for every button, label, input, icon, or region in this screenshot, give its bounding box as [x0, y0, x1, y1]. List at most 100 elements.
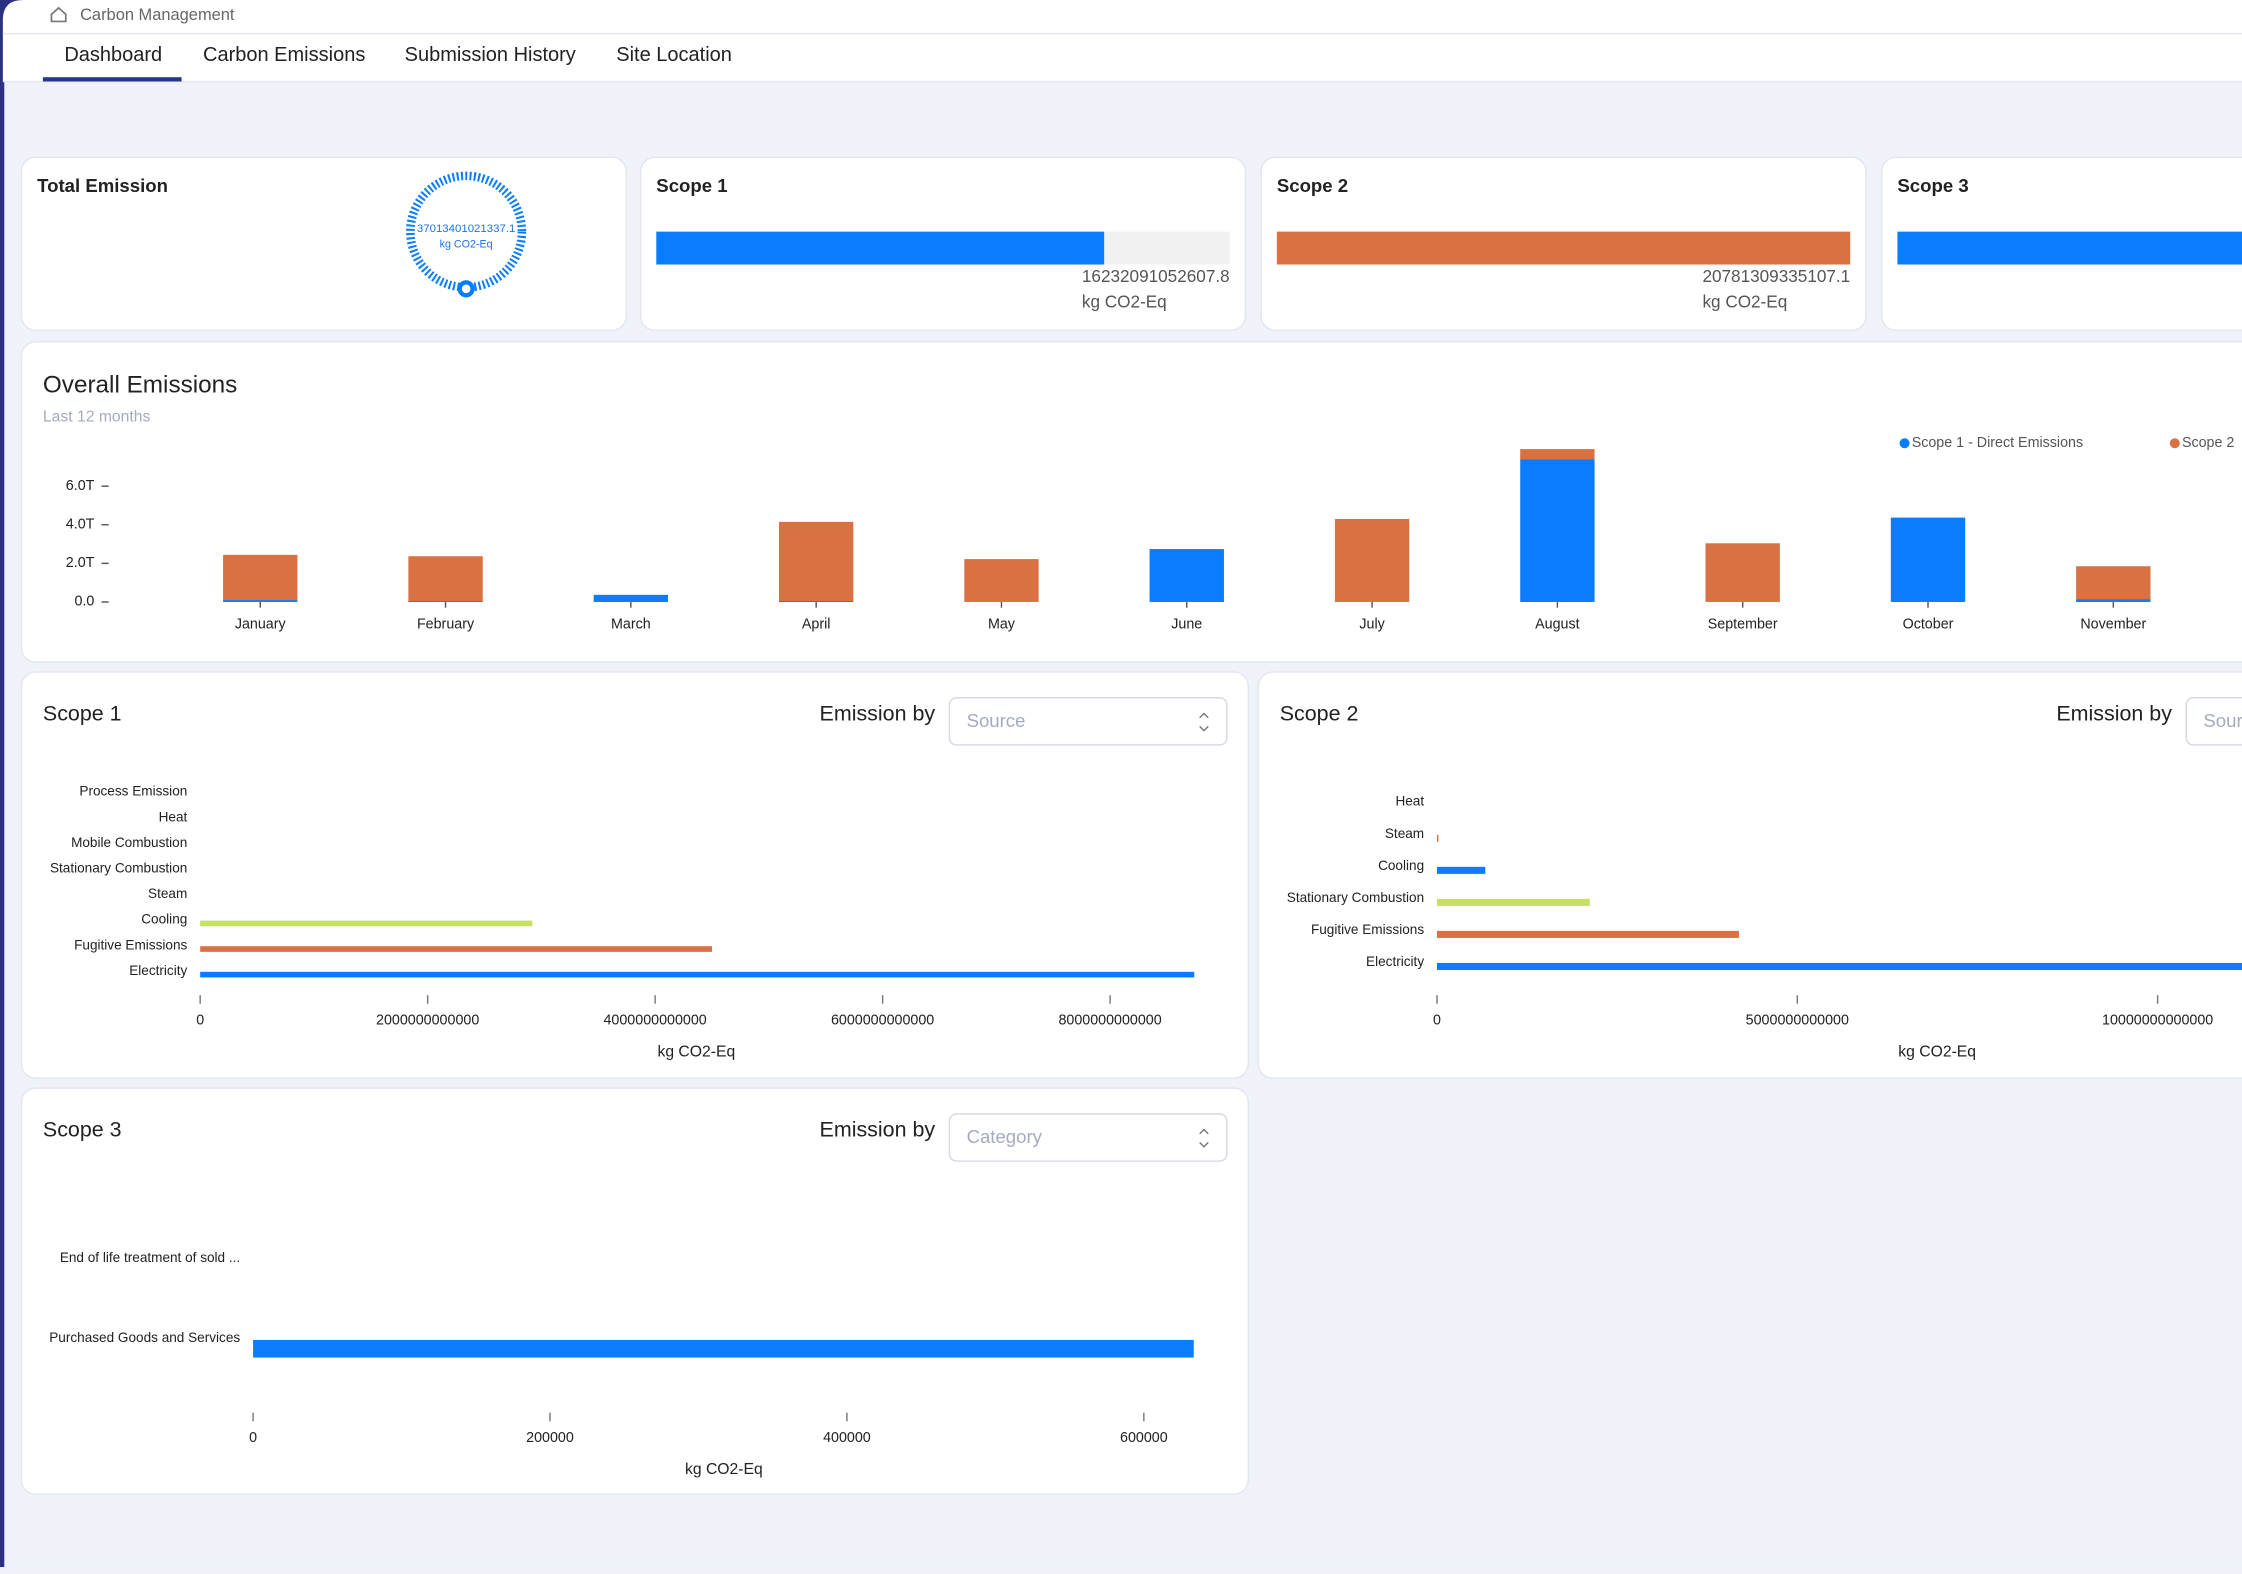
- legend-label[interactable]: Scope 2: [2182, 435, 2234, 451]
- bar-segment: [1520, 449, 1595, 460]
- x-tick-label: 10000000000000: [2102, 1013, 2213, 1029]
- x-tick-label: 0: [1433, 1013, 1441, 1029]
- card-title: Total Emission: [37, 175, 168, 196]
- card-title: Scope 1: [656, 175, 727, 196]
- y-tick-label: Stationary Combustion: [1287, 890, 1424, 905]
- bar-segment: [778, 601, 854, 602]
- bar-segment: [1705, 543, 1780, 602]
- bar: [200, 946, 712, 952]
- y-tick-label: Heat: [159, 809, 188, 824]
- x-tick-label: October: [1903, 617, 1954, 633]
- bar-segment: [223, 600, 298, 602]
- x-tick-label: February: [417, 617, 475, 633]
- chart-title: Overall Emissions: [43, 371, 237, 398]
- bar-segment: [223, 554, 298, 601]
- dropdown-chevron: [1199, 1128, 1209, 1148]
- x-tick-label: 0: [196, 1013, 204, 1029]
- x-tick-label: January: [235, 617, 287, 633]
- y-tick-label: Fugitive Emissions: [74, 937, 187, 952]
- x-tick-label: April: [802, 617, 831, 633]
- control-label: Emission by: [2056, 702, 2172, 726]
- scope3-panel: [20, 1087, 1249, 1495]
- bar-segment: [2076, 566, 2151, 600]
- total-unit: kg CO2-Eq: [440, 238, 493, 250]
- bar: [253, 1339, 1194, 1358]
- legend-dot[interactable]: [2169, 438, 2180, 449]
- bar-segment: [1149, 549, 1224, 602]
- x-tick-label: 5000000000000: [1746, 1013, 1849, 1029]
- y-tick-label: Heat: [1395, 794, 1424, 809]
- bar-segment: [1334, 518, 1410, 602]
- scope-value: 16232091052607.8: [1082, 266, 1230, 286]
- x-tick-label: 2000000000000: [376, 1013, 479, 1029]
- tab[interactable]: Dashboard: [64, 44, 162, 66]
- scope-unit: kg CO2-Eq: [1702, 292, 1787, 312]
- bar-segment: [1520, 459, 1595, 602]
- x-tick-label: 6000000000000: [831, 1013, 934, 1029]
- bar-segment: [964, 559, 1039, 602]
- y-tick-label: Stationary Combustion: [50, 861, 187, 876]
- bar: [1436, 866, 1486, 874]
- breadcrumb[interactable]: Carbon Management: [80, 6, 235, 24]
- dropdown-placeholder[interactable]: Source: [967, 710, 1026, 731]
- x-tick-label: July: [1359, 617, 1385, 633]
- y-tick-label: End of life treatment of sold ...: [60, 1250, 240, 1265]
- bar: [1436, 930, 1739, 938]
- home-icon[interactable]: [50, 6, 67, 23]
- y-tick-label: Process Emission: [79, 784, 187, 799]
- bar-segment: [2076, 599, 2151, 602]
- bar: [200, 920, 533, 927]
- legend-label[interactable]: Scope 1 - Direct Emissions: [1912, 435, 2083, 451]
- dropdown-chevron: [1199, 712, 1209, 732]
- bar-segment: [408, 601, 483, 602]
- sidebar-edge: [0, 0, 5, 1568]
- panel-title: Scope 1: [43, 702, 122, 726]
- tab[interactable]: Submission History: [405, 44, 576, 66]
- bar: [1436, 898, 1590, 906]
- card-title: Scope 2: [1277, 175, 1348, 196]
- bar: [200, 971, 1195, 978]
- y-tick-label: Electricity: [129, 963, 187, 978]
- active-tab-indicator: [42, 77, 182, 82]
- scope-bar: [1897, 231, 2242, 265]
- x-tick-label: June: [1171, 617, 1202, 633]
- panel-title: Scope 3: [43, 1118, 122, 1142]
- x-tick-label: 400000: [823, 1430, 871, 1446]
- bar: [1436, 834, 1439, 842]
- scope-bar: [656, 231, 1105, 265]
- tab[interactable]: Site Location: [616, 44, 732, 66]
- x-axis-label: kg CO2-Eq: [657, 1044, 735, 1061]
- scope-unit: kg CO2-Eq: [1082, 292, 1167, 312]
- tab[interactable]: Carbon Emissions: [203, 44, 365, 66]
- dropdown-placeholder[interactable]: Category: [967, 1126, 1043, 1147]
- y-tick-label: Steam: [148, 886, 187, 901]
- y-tick-label: Cooling: [1378, 858, 1424, 873]
- control-label: Emission by: [820, 1118, 936, 1142]
- dropdown[interactable]: [2185, 697, 2242, 746]
- scope-value: 20781309335107.1: [1702, 266, 1850, 286]
- legend-dot[interactable]: [1899, 438, 1910, 449]
- bar-segment: [778, 521, 854, 602]
- overall-card: [20, 341, 2242, 663]
- x-tick-label: September: [1708, 617, 1778, 633]
- control-label: Emission by: [820, 702, 936, 726]
- dropdown[interactable]: [948, 697, 1228, 746]
- gauge-knob: [457, 280, 475, 298]
- x-tick-label: 600000: [1120, 1430, 1168, 1446]
- y-tick-label: 2.0T: [66, 555, 95, 571]
- y-tick-label: Electricity: [1366, 954, 1424, 969]
- y-tick-label: 4.0T: [66, 517, 95, 533]
- x-tick-label: August: [1535, 617, 1579, 633]
- bar-segment: [408, 556, 483, 602]
- x-tick-label: 4000000000000: [603, 1013, 706, 1029]
- dropdown-placeholder[interactable]: Source: [2203, 710, 2242, 731]
- x-tick-label: May: [988, 617, 1016, 633]
- chart-subtitle: Last 12 months: [43, 409, 151, 426]
- top-bar: [2, 0, 2242, 82]
- y-tick-label: Mobile Combustion: [71, 835, 187, 850]
- panel-title: Scope 2: [1280, 702, 1359, 726]
- dropdown[interactable]: [948, 1113, 1228, 1162]
- y-tick-label: Fugitive Emissions: [1311, 922, 1424, 937]
